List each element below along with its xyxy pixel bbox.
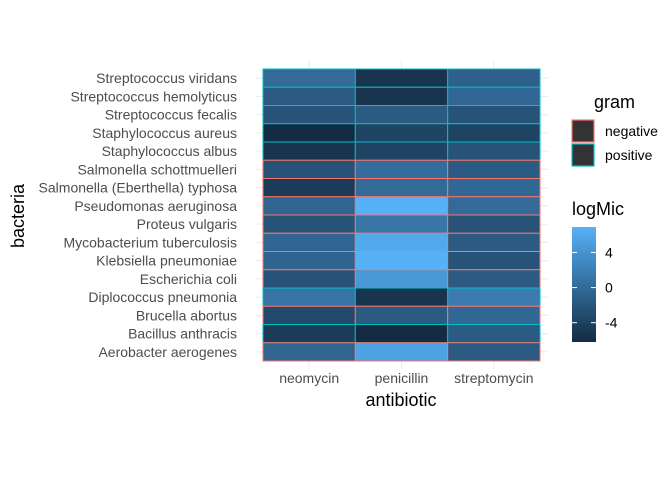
y-tick-label: Proteus vulgaris xyxy=(137,216,237,232)
heatmap-cell xyxy=(447,342,541,362)
x-axis-ticks: neomycin penicillin streptomycin xyxy=(279,370,533,386)
heatmap-cell xyxy=(262,214,356,234)
y-tick-label: Diplococcus pneumonia xyxy=(88,289,237,305)
heatmap-cell xyxy=(447,305,541,325)
y-axis-title: bacteria xyxy=(8,183,28,248)
heatmap-cell xyxy=(447,141,541,161)
heatmap-cell xyxy=(447,196,541,216)
logmic-legend-title: logMic xyxy=(572,199,624,219)
heatmap-cell xyxy=(447,178,541,198)
gram-legend: gram negative positive xyxy=(571,92,658,167)
y-tick-label: Brucella abortus xyxy=(136,307,237,323)
heatmap-cell xyxy=(262,196,356,216)
heatmap-cell xyxy=(447,269,541,289)
heatmap-cell xyxy=(354,342,449,362)
colorbar xyxy=(572,227,596,342)
heatmap-cell xyxy=(262,159,356,179)
heatmap-cell xyxy=(354,232,449,252)
heatmap-cell xyxy=(262,123,356,143)
y-axis-ticks: Streptococcus viridans Streptococcus hemo… xyxy=(39,70,238,360)
legend-key-positive xyxy=(571,143,595,167)
heatmap-cell xyxy=(354,251,449,271)
heatmap-cells xyxy=(262,68,541,362)
heatmap-cell xyxy=(354,178,449,198)
heatmap-cell xyxy=(354,86,449,106)
heatmap-cell xyxy=(447,159,541,179)
legend-label-negative: negative xyxy=(605,123,658,139)
legend-label-positive: positive xyxy=(605,147,653,163)
heatmap-cell xyxy=(354,324,449,344)
heatmap-cell xyxy=(447,251,541,271)
y-tick-label: Escherichia coli xyxy=(140,271,237,287)
y-tick-label: Mycobacterium tuberculosis xyxy=(63,234,237,250)
heatmap-cell xyxy=(262,287,356,307)
x-tick-label: streptomycin xyxy=(454,370,533,386)
legend-key-negative xyxy=(571,119,595,143)
y-tick-label: Bacillus anthracis xyxy=(128,326,237,342)
heatmap-cell xyxy=(447,287,541,307)
colorbar-tick-label: 0 xyxy=(605,280,613,296)
y-tick-label: Aerobacter aerogenes xyxy=(98,344,237,360)
heatmap-cell xyxy=(262,251,356,271)
heatmap-cell xyxy=(262,141,356,161)
heatmap-cell xyxy=(354,269,449,289)
heatmap-cell xyxy=(447,214,541,234)
heatmap-cell xyxy=(354,214,449,234)
heatmap-cell xyxy=(354,159,449,179)
heatmap-cell xyxy=(447,324,541,344)
heatmap-cell xyxy=(262,68,356,88)
y-tick-label: Staphylococcus albus xyxy=(102,143,237,159)
y-tick-label: Staphylococcus aureus xyxy=(92,125,237,141)
heatmap-cell xyxy=(354,141,449,161)
heatmap-cell xyxy=(262,86,356,106)
y-tick-label: Streptococcus viridans xyxy=(96,70,237,86)
x-tick-label: neomycin xyxy=(279,370,339,386)
heatmap-cell xyxy=(354,305,449,325)
y-tick-label: Salmonella (Eberthella) typhosa xyxy=(39,180,238,196)
heatmap-cell xyxy=(354,123,449,143)
heatmap-cell xyxy=(262,232,356,252)
heatmap-cell xyxy=(354,105,449,125)
y-tick-label: Pseudomonas aeruginosa xyxy=(74,198,237,214)
heatmap-cell xyxy=(262,342,356,362)
heatmap-cell xyxy=(262,324,356,344)
y-tick-label: Salmonella schottmuelleri xyxy=(77,161,237,177)
heatmap-cell xyxy=(447,86,541,106)
heatmap-cell xyxy=(262,269,356,289)
heatmap-cell xyxy=(354,196,449,216)
x-tick-label: penicillin xyxy=(375,370,429,386)
y-tick-label: Streptococcus fecalis xyxy=(105,107,237,123)
heatmap-cell xyxy=(447,105,541,125)
colorbar-tick-label: -4 xyxy=(605,315,618,331)
gram-legend-title: gram xyxy=(594,92,635,112)
heatmap-cell xyxy=(447,123,541,143)
heatmap-cell xyxy=(447,68,541,88)
logmic-legend: logMic -4 0 4 xyxy=(572,199,624,342)
heatmap-cell xyxy=(262,305,356,325)
heatmap-cell xyxy=(262,178,356,198)
y-tick-label: Streptococcus hemolyticus xyxy=(70,88,237,104)
heatmap-cell xyxy=(354,287,449,307)
heatmap-cell xyxy=(354,68,449,88)
y-tick-label: Klebsiella pneumoniae xyxy=(96,253,237,269)
heatmap-cell xyxy=(262,105,356,125)
heatmap-cell xyxy=(447,232,541,252)
x-axis-title: antibiotic xyxy=(365,390,436,410)
colorbar-tick-label: 4 xyxy=(605,244,613,260)
